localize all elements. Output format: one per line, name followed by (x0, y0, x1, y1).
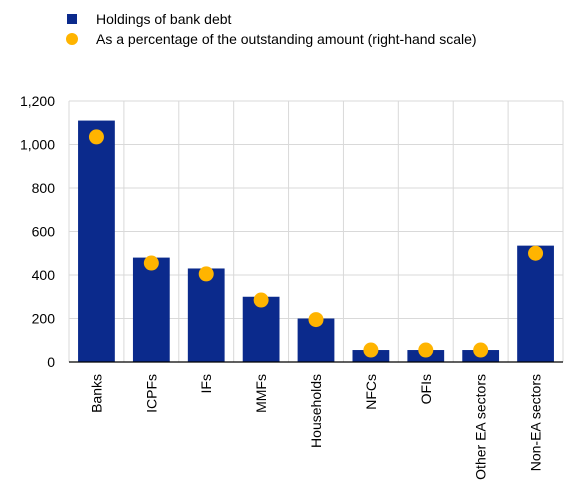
dot-other-ea-sectors (473, 342, 489, 358)
x-tick-label: IFs (198, 374, 214, 393)
legend-bar-swatch (67, 14, 77, 24)
x-tick-label: Non-EA sectors (528, 374, 544, 471)
x-tick-label: ICPFs (143, 374, 159, 413)
x-tick-label: Banks (88, 374, 104, 413)
legend-bar-label: Holdings of bank debt (96, 11, 232, 27)
x-tick-label: OFIs (418, 374, 434, 404)
dot-households (308, 312, 324, 328)
bar-series (78, 120, 554, 362)
bar-icpfs (132, 257, 170, 362)
legend-dot-label: As a percentage of the outstanding amoun… (96, 31, 477, 47)
dot-series (88, 129, 544, 358)
dot-icpfs (143, 255, 159, 271)
legend-item-dots: As a percentage of the outstanding amoun… (66, 29, 566, 49)
bar-mmfs (242, 296, 280, 362)
y-tick-label: 400 (32, 267, 56, 283)
y-tick-label: 1,000 (20, 137, 55, 153)
dot-ofis (418, 342, 434, 358)
dot-nfcs (363, 342, 379, 358)
legend-dot-swatch (66, 33, 78, 45)
y-tick-label: 600 (32, 224, 56, 240)
dot-mmfs (253, 292, 269, 308)
y-tick-label: 0 (47, 354, 55, 370)
legend-item-bars: Holdings of bank debt (66, 9, 566, 29)
x-tick-label: Households (308, 374, 324, 448)
bar-ifs (187, 268, 225, 362)
dot-ifs (198, 266, 214, 282)
x-tick-label: MMFs (253, 374, 269, 413)
x-tick-label: NFCs (363, 374, 379, 410)
x-tick-label: Other EA sectors (473, 374, 489, 480)
y-tick-label: 1,200 (20, 93, 55, 109)
y-tick-label: 800 (32, 180, 56, 196)
bar-non-ea-sectors (517, 245, 554, 362)
bar-banks (78, 120, 115, 362)
axes: 0 200 400 600 800 1,000 1,200 Banks ICPFs IFs MMFs… (20, 93, 563, 480)
dot-non-ea-sectors (528, 245, 544, 261)
dot-banks (88, 129, 104, 145)
chart-legend: Holdings of bank debt As a percentage of… (66, 9, 566, 49)
y-tick-label: 200 (32, 311, 56, 327)
